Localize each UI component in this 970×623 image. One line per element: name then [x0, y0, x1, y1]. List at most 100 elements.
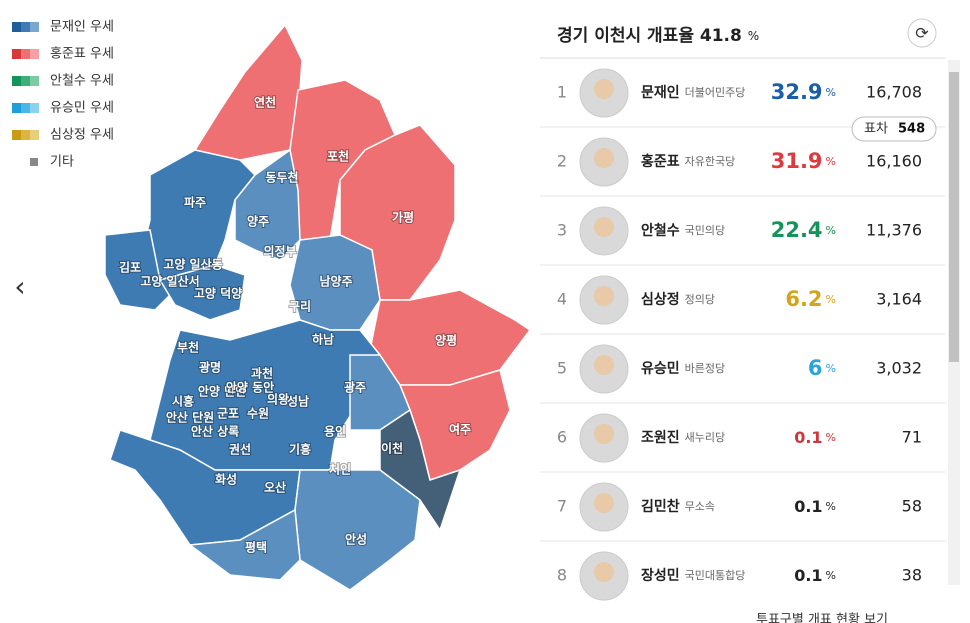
party: 국민의당: [685, 224, 725, 237]
candidate-name: 조원진: [641, 429, 680, 446]
refresh-icon: ⟳: [915, 24, 929, 43]
region-label: 연천: [254, 95, 276, 110]
candidate: 홍준표 자유한국당: [641, 153, 735, 170]
candidate-name: 김민찬: [641, 498, 680, 515]
pct-value: 6.2: [785, 287, 822, 311]
percentage: 0.1%: [794, 497, 836, 516]
region-label: 고양 일산서: [140, 274, 199, 289]
region-label: 광명: [199, 360, 221, 375]
region-label: 안산 상록: [191, 424, 239, 439]
region-label: 이천: [381, 441, 403, 456]
legend-label: 유승민 우세: [50, 101, 114, 116]
rank: 2: [557, 152, 567, 171]
region-label: 고양 일산동: [163, 257, 222, 272]
candidate: 조원진 새누리당: [641, 429, 725, 446]
legend-swatch: [12, 49, 21, 59]
party: 무소속: [685, 500, 715, 513]
votes: 3,032: [876, 359, 922, 378]
legend-swatch: [21, 103, 30, 113]
prev-arrow[interactable]: ‹: [14, 270, 25, 303]
pct-value: 22.4: [771, 218, 823, 242]
region-label: 안산 단원: [166, 410, 214, 425]
candidate-name: 심상정: [641, 291, 680, 308]
photo-face: [594, 493, 614, 513]
region-label: 여주: [449, 422, 471, 437]
rank: 5: [557, 359, 567, 378]
photo-face: [594, 286, 614, 306]
party: 새누리당: [685, 431, 725, 444]
percentage: 31.9%: [771, 149, 836, 173]
region-label: 안양 만안: [198, 384, 246, 399]
region-label: 화성: [215, 472, 237, 487]
legend-swatch: [30, 158, 38, 166]
region-label: 의정부: [263, 244, 296, 259]
candidate: 문재인 더불어민주당: [641, 84, 745, 101]
region-label: 광주: [344, 380, 366, 395]
legend-swatch: [12, 22, 21, 32]
percentage: 22.4%: [771, 218, 836, 242]
photo-face: [594, 217, 614, 237]
region-label: 하남: [312, 332, 334, 347]
candidate: 김민찬 무소속: [641, 498, 715, 515]
pct-unit: %: [826, 431, 836, 444]
pct-unit: %: [826, 362, 836, 375]
legend-swatch: [21, 130, 30, 140]
region-label: 양평: [435, 333, 457, 348]
region-label: 권선: [229, 442, 251, 457]
photo-face: [594, 562, 614, 582]
votes: 3,164: [876, 290, 922, 309]
region-label: 포천: [327, 149, 349, 164]
legend-swatch: [30, 49, 39, 59]
legend-swatch: [12, 130, 21, 140]
region-label: 고양 덕양: [194, 286, 242, 301]
votes: 71: [902, 428, 922, 447]
refresh-button[interactable]: [907, 18, 937, 48]
party: 바른정당: [685, 362, 725, 375]
legend-swatch: [30, 103, 39, 113]
pct-value: 0.1: [794, 566, 822, 585]
rank: 1: [557, 83, 567, 102]
rank: 3: [557, 221, 567, 240]
pct-unit: %: [826, 155, 836, 168]
candidate-name: 장성민: [641, 567, 680, 584]
legend-swatch: [12, 76, 21, 86]
candidate: 안철수 국민의당: [641, 222, 725, 239]
votes: 16,160: [866, 152, 922, 171]
region-label: 용인: [324, 424, 346, 439]
scroll-thumb[interactable]: [949, 72, 959, 362]
percentage: 32.9%: [771, 80, 836, 104]
region-label: 성남: [287, 394, 309, 409]
legend-swatch: [30, 130, 39, 140]
rate: 41.8: [700, 26, 742, 46]
region-label: 과천: [251, 366, 273, 381]
footer-link[interactable]: 투표구별 개표 현황 보기: [756, 613, 888, 623]
rank: 6: [557, 428, 567, 447]
legend-label: 안철수 우세: [50, 74, 114, 89]
title-text: 경기 이천시 개표율: [557, 26, 694, 46]
votes: 11,376: [866, 221, 922, 240]
region-label: 시흥: [172, 394, 194, 409]
party: 자유한국당: [685, 155, 736, 168]
party: 정의당: [685, 293, 715, 306]
candidate-name: 홍준표: [641, 153, 680, 170]
rate-unit: %: [748, 29, 759, 43]
legend-swatch: [21, 76, 30, 86]
candidate-name: 유승민: [641, 360, 680, 377]
legend-label: 기타: [50, 155, 74, 170]
legend-swatch: [21, 22, 30, 32]
votes: 38: [902, 566, 922, 585]
legend-label: 문재인 우세: [50, 20, 114, 35]
region-label: 처인: [329, 462, 351, 477]
pct-value: 0.1: [794, 428, 822, 447]
legend-swatch: [12, 103, 21, 113]
pct-value: 32.9: [771, 80, 823, 104]
photo-face: [594, 79, 614, 99]
candidate-name: 문재인: [641, 84, 680, 101]
rank: 7: [557, 497, 567, 516]
legend-label: 홍준표 우세: [50, 47, 114, 62]
percentage: 6%: [808, 356, 836, 380]
region-label: 김포: [119, 260, 141, 275]
candidate: 심상정 정의당: [641, 291, 715, 308]
candidate: 유승민 바른정당: [641, 360, 725, 377]
